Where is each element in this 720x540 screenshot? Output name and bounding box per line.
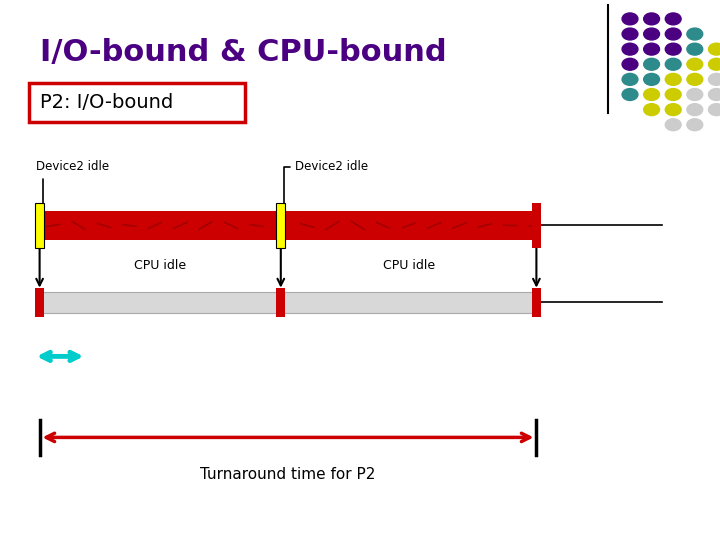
Circle shape — [622, 28, 638, 40]
Circle shape — [687, 28, 703, 40]
Circle shape — [644, 73, 660, 85]
Circle shape — [687, 58, 703, 70]
Circle shape — [665, 58, 681, 70]
Bar — [281, 211, 536, 240]
Circle shape — [644, 89, 660, 100]
Circle shape — [665, 13, 681, 25]
Bar — [276, 288, 285, 317]
Circle shape — [665, 73, 681, 85]
Circle shape — [708, 89, 720, 100]
Circle shape — [665, 28, 681, 40]
Circle shape — [644, 104, 660, 116]
Bar — [531, 202, 541, 248]
Circle shape — [665, 119, 681, 131]
Bar — [276, 202, 285, 248]
Circle shape — [708, 73, 720, 85]
Text: CPU idle: CPU idle — [382, 259, 435, 273]
Circle shape — [665, 89, 681, 100]
Bar — [281, 292, 536, 313]
Circle shape — [644, 58, 660, 70]
Text: P2: I/O-bound: P2: I/O-bound — [40, 92, 173, 112]
Circle shape — [708, 43, 720, 55]
Circle shape — [665, 104, 681, 116]
Circle shape — [622, 89, 638, 100]
Bar — [40, 211, 281, 240]
Circle shape — [708, 104, 720, 116]
Text: Device2 idle: Device2 idle — [36, 160, 109, 205]
Circle shape — [687, 104, 703, 116]
Circle shape — [687, 73, 703, 85]
Circle shape — [687, 89, 703, 100]
Circle shape — [708, 58, 720, 70]
Bar — [35, 202, 45, 248]
Bar — [40, 292, 281, 313]
Text: CPU idle: CPU idle — [134, 259, 186, 273]
Circle shape — [644, 43, 660, 55]
Circle shape — [665, 43, 681, 55]
Circle shape — [622, 73, 638, 85]
Circle shape — [687, 43, 703, 55]
Circle shape — [622, 58, 638, 70]
Text: I/O-bound & CPU-bound: I/O-bound & CPU-bound — [40, 38, 446, 67]
Circle shape — [644, 28, 660, 40]
Text: Device2 idle: Device2 idle — [284, 160, 369, 205]
Circle shape — [687, 119, 703, 131]
Text: Turnaround time for P2: Turnaround time for P2 — [200, 467, 376, 482]
Bar — [531, 288, 541, 317]
Circle shape — [622, 43, 638, 55]
Circle shape — [644, 13, 660, 25]
Bar — [35, 288, 45, 317]
Circle shape — [622, 13, 638, 25]
Bar — [29, 83, 245, 122]
